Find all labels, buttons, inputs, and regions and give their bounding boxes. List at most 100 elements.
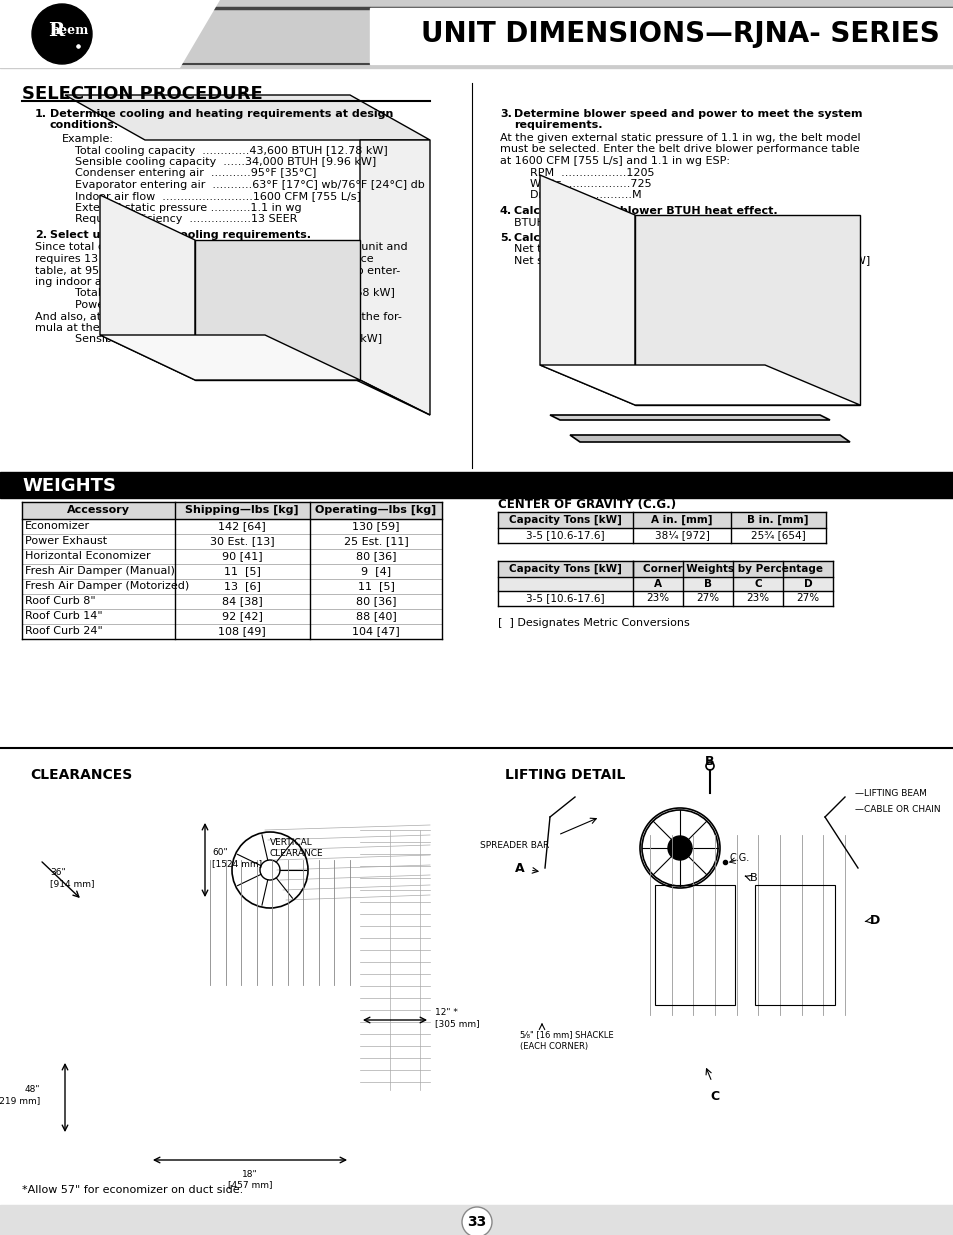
Text: 130 [59]: 130 [59] (352, 521, 399, 531)
Text: [  ] Designates Metric Conversions: [ ] Designates Metric Conversions (497, 618, 689, 629)
Bar (497, 561, 832, 577)
Text: A: A (654, 579, 661, 589)
Text: 23%: 23% (745, 593, 769, 603)
Text: VERTICAL
CLEARANCE: VERTICAL CLEARANCE (270, 839, 323, 857)
Bar (655, 885, 734, 1005)
Polygon shape (65, 95, 430, 140)
Text: 3.: 3. (499, 109, 512, 119)
Text: 60"
[1524 mm]: 60" [1524 mm] (212, 848, 262, 868)
Text: B: B (704, 755, 714, 768)
Text: D: D (869, 914, 880, 926)
Polygon shape (100, 335, 359, 380)
Text: Indoor air flow  .........................1600 CFM [755 L/s]: Indoor air flow ........................… (75, 191, 360, 201)
Polygon shape (359, 140, 430, 415)
Circle shape (32, 4, 91, 64)
Text: Roof Curb 14": Roof Curb 14" (25, 611, 103, 621)
Text: Corner Weights by Percentage: Corner Weights by Percentage (642, 564, 822, 574)
Text: Power input  .............................3.3 kW: Power input ............................… (75, 300, 292, 310)
Text: 80 [36]: 80 [36] (355, 551, 395, 561)
Polygon shape (539, 366, 859, 405)
Text: C: C (710, 1091, 719, 1103)
Text: BTUH = Watts x 3.413 = 2474: BTUH = Watts x 3.413 = 2474 (514, 217, 682, 227)
Text: Power Exhaust: Power Exhaust (25, 536, 107, 546)
Text: 11  [5]: 11 [5] (357, 580, 394, 592)
Text: 30 Est. [13]: 30 Est. [13] (210, 536, 274, 546)
Text: 4.: 4. (499, 206, 512, 216)
Text: LIFTING DETAIL: LIFTING DETAIL (504, 768, 625, 782)
Text: heem: heem (51, 25, 89, 37)
Text: 88 [40]: 88 [40] (355, 611, 395, 621)
Text: 142 [64]: 142 [64] (218, 521, 266, 531)
Text: Economizer: Economizer (25, 521, 90, 531)
Text: At the given external static pressure of 1.1 in wg, the belt model: At the given external static pressure of… (499, 133, 860, 143)
Text: ing indoor air, and 1600 CFM [755 L/s]:: ing indoor air, and 1600 CFM [755 L/s]: (35, 277, 253, 287)
Text: RPM  ..................1205: RPM ..................1205 (530, 168, 654, 178)
Text: 27%: 27% (696, 593, 719, 603)
Bar (22, 501, 441, 519)
Text: Net sensible cooling = 33,716 – 2474 = 31,242 BTUH [9.16 kW]: Net sensible cooling = 33,716 – 2474 = 3… (514, 256, 869, 266)
Text: 1.: 1. (35, 109, 47, 119)
Text: at 1600 CFM [755 L/s] and 1.1 in wg ESP:: at 1600 CFM [755 L/s] and 1.1 in wg ESP: (499, 156, 729, 165)
Text: 18"
[457 mm]: 18" [457 mm] (228, 1170, 272, 1189)
Text: mula at the bottom of the page:: mula at the bottom of the page: (35, 324, 214, 333)
Bar (0, 0, 953, 68)
Text: 80 [36]: 80 [36] (355, 597, 395, 606)
Text: C: C (754, 579, 761, 589)
Text: Shipping—lbs [kg]: Shipping—lbs [kg] (185, 505, 298, 515)
Polygon shape (539, 175, 635, 405)
Text: Determine cooling and heating requirements at design: Determine cooling and heating requiremen… (50, 109, 393, 119)
Text: —CABLE OR CHAIN: —CABLE OR CHAIN (854, 805, 940, 815)
Polygon shape (0, 0, 220, 68)
Text: C.G.: C.G. (729, 853, 749, 863)
Text: conditions.: conditions. (50, 121, 119, 131)
Bar (370, 7, 953, 64)
Text: —LIFTING BEAM: —LIFTING BEAM (854, 788, 926, 798)
Polygon shape (194, 240, 359, 380)
Bar (0, 1205, 953, 1235)
Text: 3-5 [10.6-17.6]: 3-5 [10.6-17.6] (525, 593, 603, 603)
Text: 27%: 27% (796, 593, 819, 603)
Text: 33: 33 (467, 1215, 486, 1229)
Text: 23%: 23% (646, 593, 669, 603)
Polygon shape (550, 415, 829, 420)
Text: B: B (703, 579, 711, 589)
Text: D: D (802, 579, 811, 589)
Polygon shape (265, 335, 430, 415)
Text: 25 Est. [11]: 25 Est. [11] (343, 536, 408, 546)
Text: (EACH CORNER): (EACH CORNER) (519, 1042, 587, 1051)
Text: requirements.: requirements. (514, 121, 602, 131)
Text: 5⁄₈" [16 mm] SHACKLE: 5⁄₈" [16 mm] SHACKLE (519, 1030, 613, 1039)
Text: CENTER OF GRAVITY (C.G.): CENTER OF GRAVITY (C.G.) (497, 498, 676, 511)
Text: must be selected. Enter the belt drive blower performance table: must be selected. Enter the belt drive b… (499, 144, 859, 154)
Text: Total capacity ............................46,700 BTUH [13.68 kW]: Total capacity .........................… (75, 289, 395, 299)
Text: WEIGHTS: WEIGHTS (22, 477, 116, 495)
Text: A in. [mm]: A in. [mm] (651, 515, 712, 525)
Text: 84 [38]: 84 [38] (221, 597, 262, 606)
Text: Net total cooling = 46,700 – 2474 = 44,226 BTUH [12.96 kW]: Net total cooling = 46,700 – 2474 = 44,2… (514, 245, 857, 254)
Text: Total cooling capacity  .............43,600 BTUH [12.78 kW]: Total cooling capacity .............43,6… (75, 146, 387, 156)
Text: Calculate indoor blower BTUH heat effect.: Calculate indoor blower BTUH heat effect… (514, 206, 777, 216)
Text: Roof Curb 8": Roof Curb 8" (25, 597, 95, 606)
Text: 92 [42]: 92 [42] (221, 611, 262, 621)
Text: 38¹⁄₄ [972]: 38¹⁄₄ [972] (654, 530, 709, 540)
Text: Capacity Tons [kW]: Capacity Tons [kW] (508, 564, 620, 574)
Text: R: R (48, 22, 64, 40)
Polygon shape (635, 215, 859, 405)
Text: Roof Curb 24": Roof Curb 24" (25, 626, 103, 636)
Text: requires 13 SEER efficiency level, enter cooling performance: requires 13 SEER efficiency level, enter… (35, 254, 374, 264)
Text: 36"
[914 mm]: 36" [914 mm] (50, 868, 94, 888)
Text: And also, at 76°F [24°C] db indoor entering air, and using the for-: And also, at 76°F [24°C] db indoor enter… (35, 311, 401, 321)
Text: B in. [mm]: B in. [mm] (746, 515, 808, 525)
Text: Select unit to meet cooling requirements.: Select unit to meet cooling requirements… (50, 230, 311, 240)
Text: B: B (749, 873, 757, 883)
Text: Determine blower speed and power to meet the system: Determine blower speed and power to meet… (514, 109, 862, 119)
Bar (0, 472, 953, 498)
Text: Sensible capacity......................33,710 BTUH [9.87 kW]: Sensible capacity......................3… (75, 335, 382, 345)
Text: Condenser entering air  ...........95°F [35°C]: Condenser entering air ...........95°F [… (75, 168, 316, 179)
Text: Drive  ..................M: Drive ..................M (530, 190, 641, 200)
Text: 90 [41]: 90 [41] (221, 551, 262, 561)
Text: Fresh Air Damper (Manual): Fresh Air Damper (Manual) (25, 566, 174, 576)
Circle shape (461, 1207, 492, 1235)
Text: *Allow 57" for economizer on duct side.: *Allow 57" for economizer on duct side. (22, 1186, 243, 1195)
Text: table, at 95°F [35°C] outdoor temperature, 63°F [17°C] wb enter-: table, at 95°F [35°C] outdoor temperatur… (35, 266, 400, 275)
